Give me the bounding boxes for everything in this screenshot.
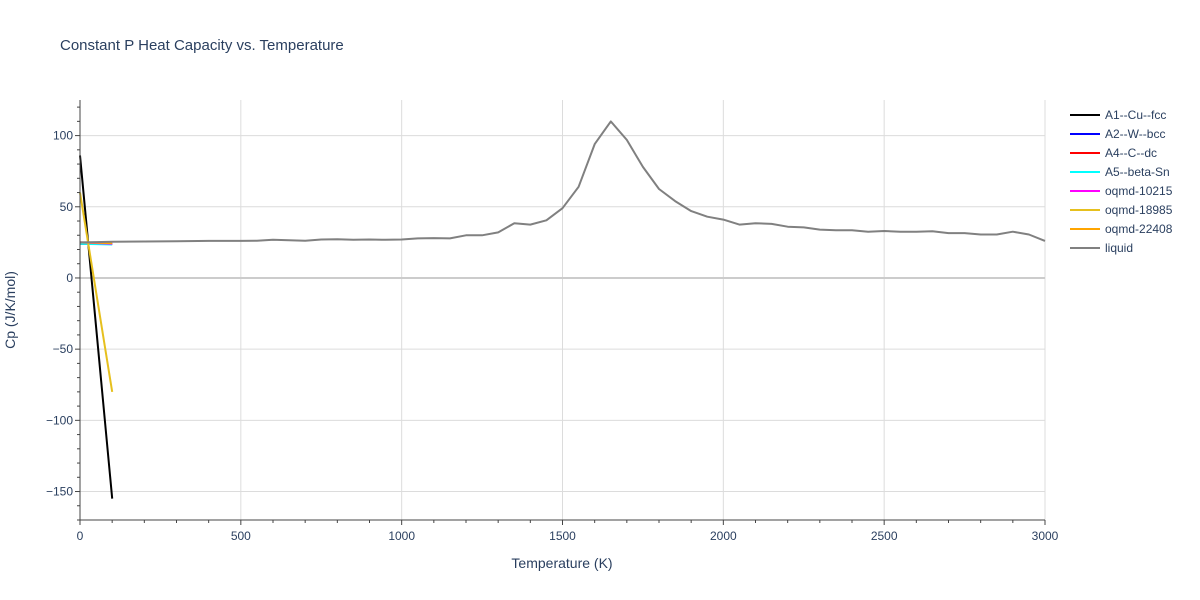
series-line-liquid [79,120,1046,244]
legend-label: oqmd-18985 [1105,203,1173,217]
legend-item-liquid[interactable]: liquid [1070,241,1133,255]
y-tick-label: −100 [46,413,73,427]
x-tick-label: 500 [231,529,251,543]
y-tick-labels: 100 50 0 −50 −100 −150 [46,129,73,499]
legend-item-oqmd-22408[interactable]: oqmd-22408 [1070,222,1173,236]
legend-item-oqmd-18985[interactable]: oqmd-18985 [1070,203,1173,217]
legend-label: oqmd-22408 [1105,222,1173,236]
x-tick-label: 3000 [1032,529,1059,543]
series-lines [79,120,1046,499]
y-tick-label: 0 [66,271,73,285]
legend-label: A5--beta-Sn [1105,165,1170,179]
legend-item-A2--W--bcc[interactable]: A2--W--bcc [1070,127,1165,141]
grid [80,100,1046,520]
axes [75,100,1046,525]
legend-item-A1--Cu--fcc[interactable]: A1--Cu--fcc [1070,108,1166,122]
legend-item-A5--beta-Sn[interactable]: A5--beta-Sn [1070,165,1170,179]
legend-item-A4--C--dc[interactable]: A4--C--dc [1070,146,1157,160]
legend-label: A2--W--bcc [1105,127,1165,141]
legend-label: A4--C--dc [1105,146,1157,160]
x-tick-label: 0 [77,529,84,543]
legend-label: oqmd-10215 [1105,184,1173,198]
legend-label: liquid [1105,241,1133,255]
series-line-A1--Cu--fcc [79,155,114,499]
x-tick-label: 2000 [710,529,737,543]
series-line-oqmd-18985 [79,192,114,393]
y-tick-label: 50 [60,200,74,214]
legend[interactable]: A1--Cu--fcc A2--W--bcc A4--C--dc A5--beta-S… [1070,108,1173,255]
x-tick-label: 1500 [549,529,576,543]
x-tick-label: 1000 [388,529,415,543]
chart-title: Constant P Heat Capacity vs. Temperature [60,37,344,54]
x-tick-label: 2500 [871,529,898,543]
x-axis-title: Temperature (K) [511,555,612,571]
legend-label: A1--Cu--fcc [1105,108,1166,122]
y-tick-label: −150 [46,485,73,499]
y-tick-label: 100 [53,129,73,143]
y-axis-title: Cp (J/K/mol) [2,271,18,349]
legend-item-oqmd-10215[interactable]: oqmd-10215 [1070,184,1173,198]
y-tick-label: −50 [53,342,74,356]
x-tick-labels: 0 500 1000 1500 2000 2500 3000 [77,529,1059,543]
